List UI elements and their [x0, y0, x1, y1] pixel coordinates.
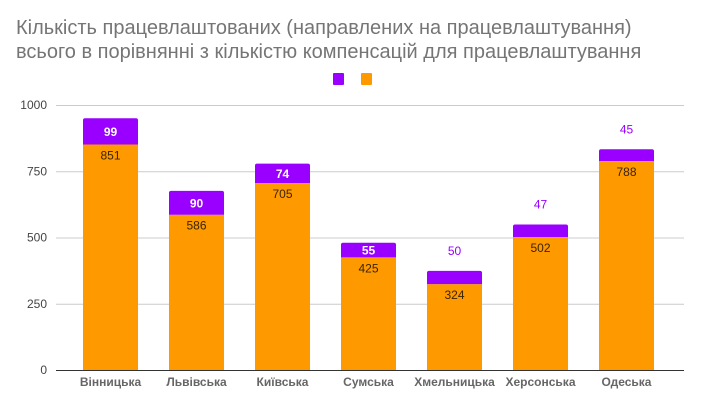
- data-label-purple: 50: [448, 244, 462, 258]
- bar-segment-orange: [341, 257, 396, 370]
- x-tick-label: Київська: [257, 375, 309, 389]
- data-labels: 851 99 586 90 705 74 425 55 324 50 502 47 788 45: [100, 122, 636, 302]
- bar-segment-purple: [599, 149, 654, 162]
- data-label-orange: 705: [272, 187, 292, 201]
- bar-segment-purple: [83, 118, 138, 145]
- y-tick-label: 0: [40, 363, 47, 377]
- data-label-orange: 851: [100, 148, 120, 162]
- x-axis-ticks: Вінницька Львівська Київська Сумська Хмельни…: [80, 375, 652, 389]
- chart-title-line-1: Кількість працевлаштованих (направлених …: [16, 17, 632, 39]
- x-tick-label: Херсонська: [506, 375, 576, 389]
- data-label-purple: 74: [276, 167, 290, 181]
- y-axis-ticks: 0 250 500 750 1000: [20, 98, 47, 377]
- bar-segment-purple: [341, 242, 396, 258]
- bar-segment-orange: [513, 236, 568, 370]
- data-label-orange: 586: [186, 219, 206, 233]
- chart-title: Кількість працевлаштованих (направлених …: [16, 16, 641, 64]
- x-tick-label: Одеська: [602, 375, 652, 389]
- bar-segment-orange: [169, 214, 224, 370]
- x-tick-label: Хмельницька: [414, 375, 495, 389]
- data-label-orange: 502: [530, 241, 550, 255]
- data-label-purple: 99: [104, 125, 118, 139]
- bar-segment-purple: [169, 190, 224, 215]
- bar-segment-purple: [255, 163, 310, 184]
- legend-swatch-orange: [361, 73, 372, 85]
- legend-swatch-purple: [333, 73, 344, 85]
- bars: [83, 118, 654, 370]
- y-tick-label: 1000: [20, 98, 47, 112]
- bar-segment-purple: [427, 270, 482, 285]
- chart-title-line-2: всього в порівнянні з кількістю компенса…: [16, 41, 642, 63]
- data-label-purple: 45: [620, 122, 634, 136]
- data-label-purple: 55: [362, 244, 376, 258]
- data-label-orange: 788: [616, 165, 636, 179]
- data-label-orange: 425: [358, 261, 378, 275]
- x-tick-label: Львівська: [166, 375, 227, 389]
- bar-segment-orange: [599, 161, 654, 370]
- bar-segment-purple: [513, 224, 568, 237]
- x-tick-label: Вінницька: [80, 375, 142, 389]
- data-label-purple: 47: [534, 198, 548, 212]
- data-label-purple: 90: [190, 196, 204, 210]
- y-tick-label: 500: [27, 231, 47, 245]
- legend: [0, 73, 705, 87]
- bar-segment-orange: [83, 144, 138, 370]
- x-tick-label: Сумська: [343, 375, 394, 389]
- data-label-orange: 324: [444, 288, 464, 302]
- y-tick-label: 250: [27, 297, 47, 311]
- bar-segment-orange: [255, 183, 310, 370]
- y-tick-label: 750: [27, 164, 47, 178]
- bar-segment-orange: [427, 284, 482, 370]
